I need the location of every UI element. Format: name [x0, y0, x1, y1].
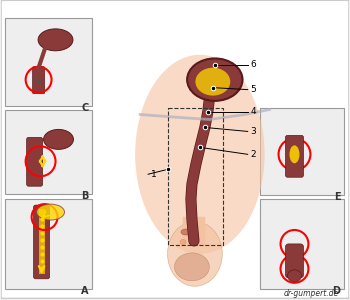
Text: B: B — [81, 191, 89, 201]
FancyBboxPatch shape — [260, 199, 344, 289]
Ellipse shape — [180, 239, 186, 244]
Text: C: C — [81, 103, 89, 112]
Text: 6: 6 — [251, 60, 257, 69]
Ellipse shape — [38, 29, 73, 51]
FancyBboxPatch shape — [5, 199, 92, 289]
Text: 2: 2 — [251, 150, 256, 159]
Ellipse shape — [168, 221, 222, 286]
Ellipse shape — [43, 129, 74, 149]
Ellipse shape — [195, 68, 230, 96]
Ellipse shape — [37, 204, 64, 220]
Text: 5: 5 — [251, 85, 257, 94]
FancyBboxPatch shape — [27, 137, 43, 186]
Ellipse shape — [188, 59, 242, 100]
Ellipse shape — [175, 253, 209, 281]
FancyBboxPatch shape — [33, 67, 44, 94]
FancyBboxPatch shape — [38, 209, 44, 274]
Text: E: E — [334, 192, 340, 202]
Text: D: D — [332, 286, 340, 296]
FancyBboxPatch shape — [5, 110, 92, 194]
FancyBboxPatch shape — [286, 244, 303, 278]
Text: 4: 4 — [251, 107, 256, 116]
Ellipse shape — [181, 229, 191, 235]
Ellipse shape — [187, 219, 195, 231]
FancyBboxPatch shape — [5, 18, 92, 106]
FancyBboxPatch shape — [260, 107, 344, 195]
Text: 1: 1 — [151, 170, 157, 179]
FancyBboxPatch shape — [286, 135, 303, 177]
Text: 3: 3 — [251, 127, 257, 136]
FancyBboxPatch shape — [183, 217, 205, 245]
Text: A: A — [81, 286, 89, 296]
Ellipse shape — [289, 146, 300, 163]
Text: dr-gumpert.de: dr-gumpert.de — [284, 289, 339, 298]
FancyBboxPatch shape — [34, 205, 50, 279]
Ellipse shape — [287, 270, 301, 282]
Ellipse shape — [135, 55, 265, 254]
